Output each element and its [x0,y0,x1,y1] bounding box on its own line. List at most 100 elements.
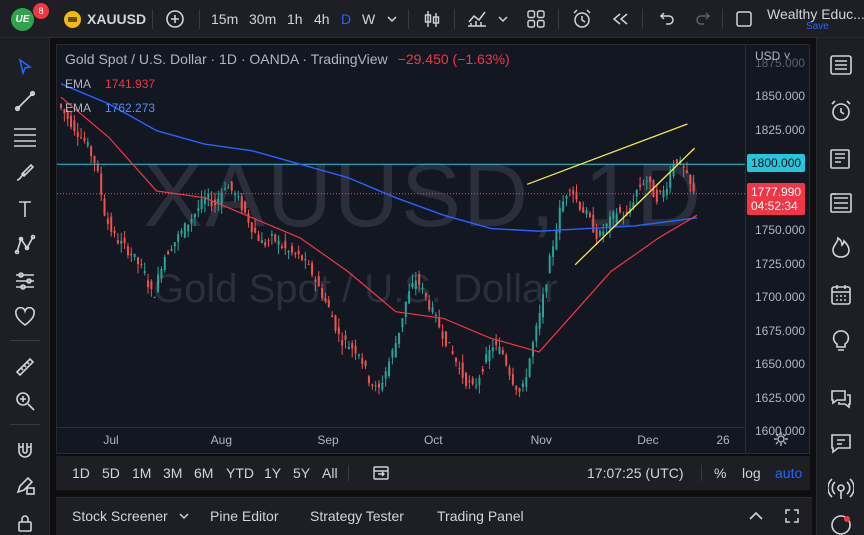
alert-button[interactable] [570,0,594,38]
icons-tool[interactable] [12,304,38,330]
compare-symbol-button[interactable] [163,0,187,38]
brush-tool[interactable] [12,160,38,186]
alarm-clock-icon [573,9,591,28]
candle-body [602,231,605,236]
alerts-panel-button[interactable] [828,98,854,124]
ideas-button[interactable] [828,328,854,354]
chart-pane[interactable]: XAUUSD, 1D Gold Spot / U.S. Dollar Gold … [56,44,810,454]
maximize-panel-button[interactable] [784,498,800,534]
replay-button[interactable] [608,0,632,38]
user-avatar[interactable]: UE [11,8,34,31]
ema-slow-legend[interactable]: EMA 1762.273 [65,101,155,115]
indicators-dropdown[interactable] [497,0,509,38]
interval-1h[interactable]: 1h [287,11,303,27]
range-6m[interactable]: 6M [194,465,214,481]
pattern-icon [14,234,36,255]
candle-body [297,250,300,255]
interval-w[interactable]: W [362,11,376,27]
messages-button[interactable] [828,430,854,456]
tab-pine-editor[interactable]: Pine Editor [210,508,279,524]
interval-4h[interactable]: 4h [314,11,330,27]
candle-body [411,282,414,287]
range-5y[interactable]: 5Y [293,465,311,481]
candle-body [163,256,166,270]
pattern-tool[interactable] [12,232,38,258]
candle-body [200,198,203,210]
candle-body [180,230,183,234]
chart-type-button[interactable] [420,0,444,38]
hotlists-button[interactable] [828,234,854,260]
trend-line-tool[interactable] [12,88,38,114]
news-button[interactable] [828,146,854,172]
range-all[interactable]: All [322,465,338,481]
workspace-name[interactable]: Wealthy Educ... [767,6,864,22]
watchlist-button[interactable] [828,52,854,78]
candle-body [669,172,672,188]
fib-tool[interactable] [12,124,38,150]
candle-body [501,350,504,354]
candle-body [461,362,464,378]
range-3m[interactable]: 3M [163,465,183,481]
log-scale-toggle[interactable]: log [742,465,761,481]
auto-scale-toggle[interactable]: auto [775,465,803,481]
lock-drawings-tool[interactable] [12,472,38,498]
price-chart[interactable] [57,45,745,427]
candle-body [384,371,387,379]
help-button[interactable] [828,512,854,535]
measure-tool[interactable] [12,354,38,380]
candle-body [635,189,638,197]
streams-button[interactable] [828,476,854,502]
indicators-button[interactable] [465,0,489,38]
currency-selector[interactable]: USD ˅ [755,49,791,63]
lock-tool[interactable] [12,510,38,535]
candle-body [495,340,498,345]
collapse-panel-button[interactable] [748,498,764,534]
ema-fast-legend[interactable]: EMA 1741.937 [65,77,155,91]
overlay-lines-layer [57,83,745,353]
interval-15m[interactable]: 15m [211,11,239,27]
range-1y[interactable]: 1Y [264,465,282,481]
axis-settings-button[interactable] [773,431,789,452]
data-window-button[interactable] [828,190,854,216]
ema-fast-line [60,96,698,353]
prediction-tool[interactable] [12,268,38,294]
chats-button[interactable] [828,386,854,412]
magnet-tool[interactable] [12,438,38,464]
save-button[interactable]: Save [806,21,829,32]
candle-body [535,325,538,341]
tab-stock-screener[interactable]: Stock Screener [72,498,190,534]
candle-body [689,174,692,184]
interval-dropdown[interactable] [386,0,398,38]
candle-body [578,202,581,210]
candle-body [418,274,421,286]
cursor-tool[interactable] [12,54,38,80]
range-5d[interactable]: 5D [102,465,120,481]
fullscreen-toggle[interactable] [732,0,756,38]
interval-30m[interactable]: 30m [249,11,277,27]
layout-button[interactable] [524,0,548,38]
candle-body [190,219,193,224]
symbol-search-button[interactable]: XAUUSD [64,0,146,38]
candle-body [575,191,578,200]
redo-button[interactable] [692,0,716,38]
bar-countdown: 04:52:34 [751,199,798,213]
percent-scale-toggle[interactable]: % [714,465,727,481]
tab-trading-panel[interactable]: Trading Panel [437,508,524,524]
interval-d[interactable]: D [341,11,352,27]
undo-button[interactable] [654,0,678,38]
range-1d[interactable]: 1D [72,465,90,481]
divider [152,9,153,29]
divider [408,9,409,29]
zoom-tool[interactable] [12,388,38,414]
candle-body [187,224,190,232]
goto-date-button[interactable] [372,456,390,490]
range-1m[interactable]: 1M [132,465,152,481]
range-ytd[interactable]: YTD [226,465,254,481]
utc-clock[interactable]: 17:07:25 (UTC) [587,465,684,481]
candle-body [478,377,481,385]
wedge-upper-line [526,123,688,185]
calendar-button[interactable] [828,282,854,308]
text-tool[interactable] [12,196,38,222]
wedge-lower-line [574,147,696,266]
tab-strategy-tester[interactable]: Strategy Tester [310,508,404,524]
